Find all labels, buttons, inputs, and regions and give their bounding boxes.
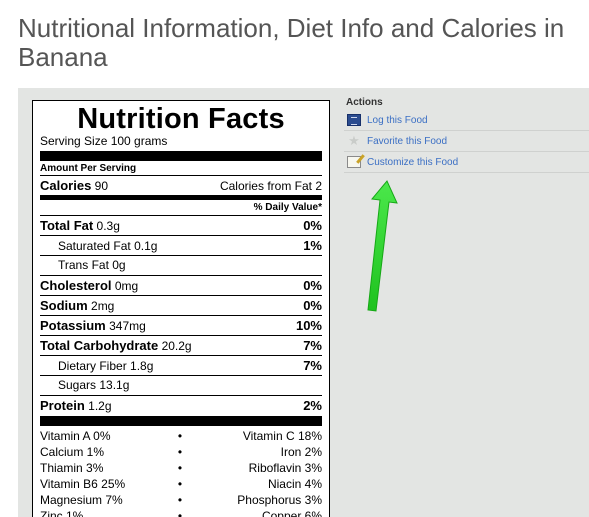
nutrient-name: Sodium bbox=[40, 298, 88, 313]
vitamin-left: Magnesium 7% bbox=[40, 493, 123, 507]
nutrient-amount: 20.2g bbox=[161, 339, 192, 353]
action-label: Favorite this Food bbox=[367, 135, 448, 147]
divider-mid bbox=[40, 196, 322, 200]
customize-food-link[interactable]: Customize this Food bbox=[344, 152, 589, 173]
vitamin-right: Copper 6% bbox=[261, 509, 322, 517]
action-label: Log this Food bbox=[367, 114, 428, 126]
vitamin-left: Thiamin 3% bbox=[40, 461, 104, 475]
action-label: Customize this Food bbox=[367, 156, 459, 168]
nutrient-amount: 1.2g bbox=[88, 399, 112, 413]
vitamin-row: Zinc 1% • Copper 6% bbox=[40, 508, 322, 517]
nutrient-row-potassium: Potassium 347mg 10% bbox=[40, 316, 322, 336]
actions-title: Actions bbox=[346, 97, 383, 108]
serving-size: Serving Size 100 grams bbox=[40, 134, 168, 148]
page-title: Nutritional Information, Diet Info and C… bbox=[18, 13, 565, 72]
nutrient-name: Total Carbohydrate bbox=[40, 338, 159, 353]
nutrient-row-protein: Protein 1.2g 2% bbox=[40, 396, 322, 415]
nutrition-facts-label: Nutrition Facts Serving Size 100 grams A… bbox=[32, 100, 330, 517]
nutrient-row-saturated-fat: Saturated Fat 0.1g 1% bbox=[40, 236, 322, 256]
calories-row: Calories 90 Calories from Fat 2 bbox=[40, 176, 322, 196]
nutrient-name: Cholesterol bbox=[40, 278, 112, 293]
amount-per-serving: Amount Per Serving bbox=[40, 161, 322, 176]
calories-label: Calories bbox=[40, 178, 92, 193]
nutrient-name: Saturated Fat bbox=[58, 239, 131, 253]
bullet: • bbox=[177, 509, 183, 517]
nutrient-amount: 0g bbox=[112, 258, 126, 272]
vitamin-right: Niacin 4% bbox=[267, 477, 322, 491]
vitamin-row: Thiamin 3% • Riboflavin 3% bbox=[40, 460, 322, 476]
nutrient-name: Trans Fat bbox=[58, 258, 109, 272]
calories-from-fat: Calories from Fat 2 bbox=[219, 179, 322, 193]
divider-thick bbox=[40, 151, 322, 161]
daily-value-header: % Daily Value* bbox=[40, 200, 322, 216]
vitamin-right: Phosphorus 3% bbox=[237, 493, 322, 507]
nutrient-row-total-carbohydrate: Total Carbohydrate 20.2g 7% bbox=[40, 336, 322, 356]
star-icon: ★ bbox=[348, 133, 360, 148]
nutrition-facts-title: Nutrition Facts bbox=[77, 103, 285, 135]
vitamin-right: Vitamin C 18% bbox=[242, 429, 322, 443]
nutrient-amount: 0.3g bbox=[96, 219, 120, 233]
vitamins-grid: Vitamin A 0% • Vitamin C 18% Calcium 1% … bbox=[40, 428, 322, 517]
nutrient-row-sugars: Sugars 13.1g bbox=[40, 376, 322, 396]
calendar-icon bbox=[347, 114, 361, 126]
nutrient-pct: 1% bbox=[303, 238, 322, 253]
bullet: • bbox=[177, 445, 183, 459]
nutrient-name: Protein bbox=[40, 398, 85, 413]
favorite-food-link[interactable]: ★ Favorite this Food bbox=[344, 131, 589, 152]
vitamin-row: Vitamin B6 25% • Niacin 4% bbox=[40, 476, 322, 492]
bullet: • bbox=[177, 477, 183, 491]
log-food-link[interactable]: Log this Food bbox=[344, 110, 589, 131]
nutrient-pct: 0% bbox=[303, 298, 322, 313]
nutrient-row-total-fat: Total Fat 0.3g 0% bbox=[40, 216, 322, 236]
nutrient-row-cholesterol: Cholesterol 0mg 0% bbox=[40, 276, 322, 296]
arrow-shape bbox=[367, 180, 398, 312]
nutrient-amount: 1.8g bbox=[130, 359, 154, 373]
nutrient-pct: 0% bbox=[303, 218, 322, 233]
bullet: • bbox=[177, 493, 183, 507]
vitamin-row: Vitamin A 0% • Vitamin C 18% bbox=[40, 428, 322, 444]
nutrient-pct: 2% bbox=[303, 398, 322, 413]
nutrient-pct: 0% bbox=[303, 278, 322, 293]
calories-value: 90 bbox=[94, 179, 109, 193]
edit-icon bbox=[347, 156, 361, 168]
vitamin-right: Riboflavin 3% bbox=[248, 461, 322, 475]
nutrient-amount: 0mg bbox=[114, 279, 139, 293]
vitamin-right: Iron 2% bbox=[280, 445, 322, 459]
nutrient-name: Potassium bbox=[40, 318, 106, 333]
nutrient-row-dietary-fiber: Dietary Fiber 1.8g 7% bbox=[40, 356, 322, 376]
nutrient-name: Dietary Fiber bbox=[58, 359, 127, 373]
nutrient-name: Sugars bbox=[58, 378, 97, 392]
vitamin-left: Calcium 1% bbox=[40, 445, 105, 459]
nutrient-name: Total Fat bbox=[40, 218, 94, 233]
nutrient-row-sodium: Sodium 2mg 0% bbox=[40, 296, 322, 316]
vitamin-row: Calcium 1% • Iron 2% bbox=[40, 444, 322, 460]
divider-thick bbox=[40, 416, 322, 426]
content-panel: Nutrition Facts Serving Size 100 grams A… bbox=[18, 88, 589, 517]
nutrient-amount: 0.1g bbox=[134, 239, 158, 253]
nutrient-pct: 10% bbox=[295, 318, 322, 333]
nutrient-pct: 7% bbox=[303, 338, 322, 353]
nutrient-row-trans-fat: Trans Fat 0g bbox=[40, 256, 322, 276]
vitamin-left: Vitamin B6 25% bbox=[40, 477, 126, 491]
actions-panel: Actions Log this Food ★ Favorite this Fo… bbox=[344, 96, 589, 173]
nutrient-pct: 7% bbox=[303, 358, 322, 373]
nutrient-amount: 347mg bbox=[109, 319, 146, 333]
vitamin-left: Vitamin A 0% bbox=[40, 429, 111, 443]
bullet: • bbox=[177, 429, 183, 443]
bullet: • bbox=[177, 461, 183, 475]
vitamin-row: Magnesium 7% • Phosphorus 3% bbox=[40, 492, 322, 508]
nutrient-amount: 2mg bbox=[91, 299, 115, 313]
nutrient-amount: 13.1g bbox=[99, 378, 130, 392]
vitamin-left: Zinc 1% bbox=[40, 509, 84, 517]
